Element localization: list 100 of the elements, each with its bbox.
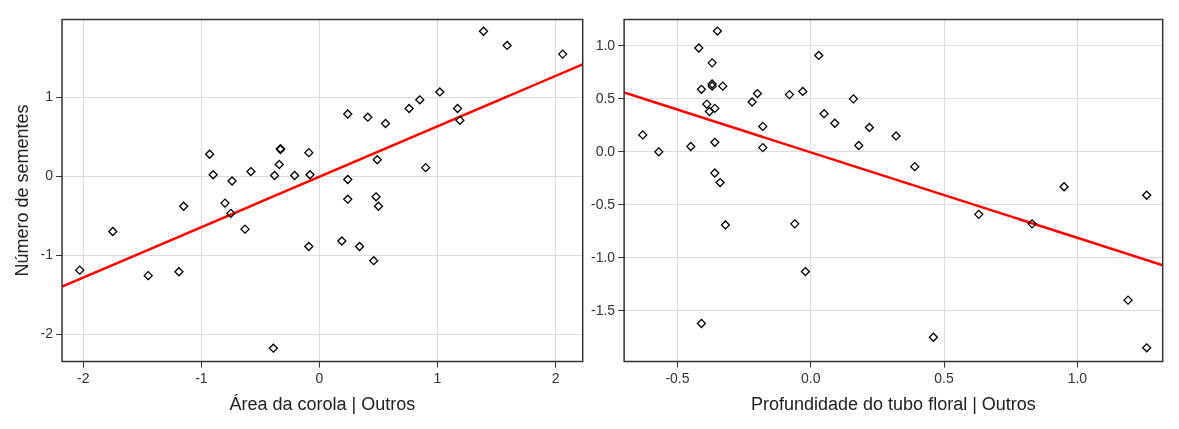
x-tick-label: -0.5 — [665, 369, 690, 386]
point — [227, 176, 237, 186]
x-tick-label: 1 — [433, 369, 442, 386]
point — [704, 106, 715, 117]
point — [686, 141, 696, 152]
point — [435, 87, 445, 97]
point — [204, 149, 215, 159]
point — [1142, 343, 1152, 353]
point — [702, 99, 712, 109]
point — [974, 209, 984, 219]
point — [1059, 182, 1069, 192]
point — [455, 115, 465, 125]
point — [246, 166, 256, 177]
x-tick-label: -2 — [77, 369, 90, 386]
point — [268, 343, 279, 353]
point — [478, 26, 489, 36]
x-tick-label: 1.0 — [1067, 369, 1088, 386]
y-tick-label: -1 — [40, 246, 54, 263]
point — [452, 103, 463, 114]
x-axis-title: Área da corola | Outros — [229, 394, 416, 415]
point — [784, 89, 795, 100]
point — [304, 241, 314, 252]
point — [415, 95, 425, 105]
point — [372, 155, 382, 165]
point — [373, 201, 384, 211]
point — [928, 332, 939, 342]
point — [712, 26, 723, 36]
point — [240, 224, 250, 234]
point — [289, 170, 300, 181]
point — [752, 88, 763, 99]
point — [1027, 219, 1037, 229]
y-tick-label: 0.5 — [595, 89, 616, 106]
point — [143, 271, 153, 281]
y-tick-label: 0.0 — [595, 142, 616, 159]
point — [710, 168, 720, 178]
point — [910, 162, 920, 172]
point — [638, 130, 648, 140]
point — [502, 40, 512, 51]
point — [720, 220, 731, 230]
point — [557, 49, 568, 59]
y-tick-label: -2 — [40, 324, 54, 341]
point — [343, 174, 353, 185]
point — [108, 226, 118, 237]
point — [891, 131, 901, 141]
point — [369, 256, 379, 266]
point — [800, 266, 811, 277]
x-tick-label: 0 — [315, 369, 324, 386]
point — [380, 118, 391, 129]
point — [710, 137, 720, 147]
point — [694, 43, 704, 53]
point — [715, 177, 725, 188]
y-tick-label: 0 — [45, 167, 54, 184]
point — [747, 97, 757, 107]
point — [790, 219, 800, 229]
point — [269, 170, 280, 181]
point — [337, 236, 347, 246]
point — [305, 170, 315, 180]
point — [226, 208, 236, 219]
point — [343, 194, 353, 204]
point — [819, 109, 829, 119]
point — [848, 94, 859, 104]
x-tick-label: 0.0 — [801, 369, 821, 386]
point — [75, 265, 85, 275]
point — [354, 241, 365, 252]
point — [371, 192, 381, 202]
x-axis-title: Profundidade do tubo floral | Outros — [750, 394, 1036, 415]
point — [854, 140, 864, 151]
x-tick-label: -1 — [195, 369, 208, 386]
y-axis-title: Número de sementes — [11, 104, 32, 277]
point — [174, 267, 184, 277]
point — [864, 122, 875, 133]
y-tick-label: 1.0 — [595, 36, 616, 53]
point — [718, 81, 728, 91]
x-tick-label: 2 — [551, 369, 560, 386]
point — [710, 103, 720, 114]
point — [814, 50, 824, 61]
point — [830, 118, 840, 128]
point — [707, 58, 717, 68]
x-tick-label: 0.5 — [934, 369, 955, 386]
point — [179, 201, 189, 211]
point — [274, 159, 284, 170]
point — [1123, 295, 1133, 305]
y-tick-label: 1 — [45, 88, 54, 105]
point — [798, 86, 808, 97]
point — [304, 148, 314, 158]
point — [363, 112, 373, 122]
point — [1142, 190, 1152, 200]
point — [696, 84, 707, 94]
y-tick-label: -0.5 — [591, 195, 616, 212]
point — [654, 147, 664, 157]
point — [208, 170, 218, 180]
point — [758, 142, 768, 153]
point — [421, 162, 431, 173]
y-tick-label: -1.0 — [591, 248, 616, 265]
y-tick-label: -1.5 — [591, 301, 616, 318]
point — [404, 103, 414, 114]
point — [220, 198, 230, 208]
point — [758, 121, 768, 132]
point — [696, 318, 707, 329]
point — [343, 109, 353, 119]
